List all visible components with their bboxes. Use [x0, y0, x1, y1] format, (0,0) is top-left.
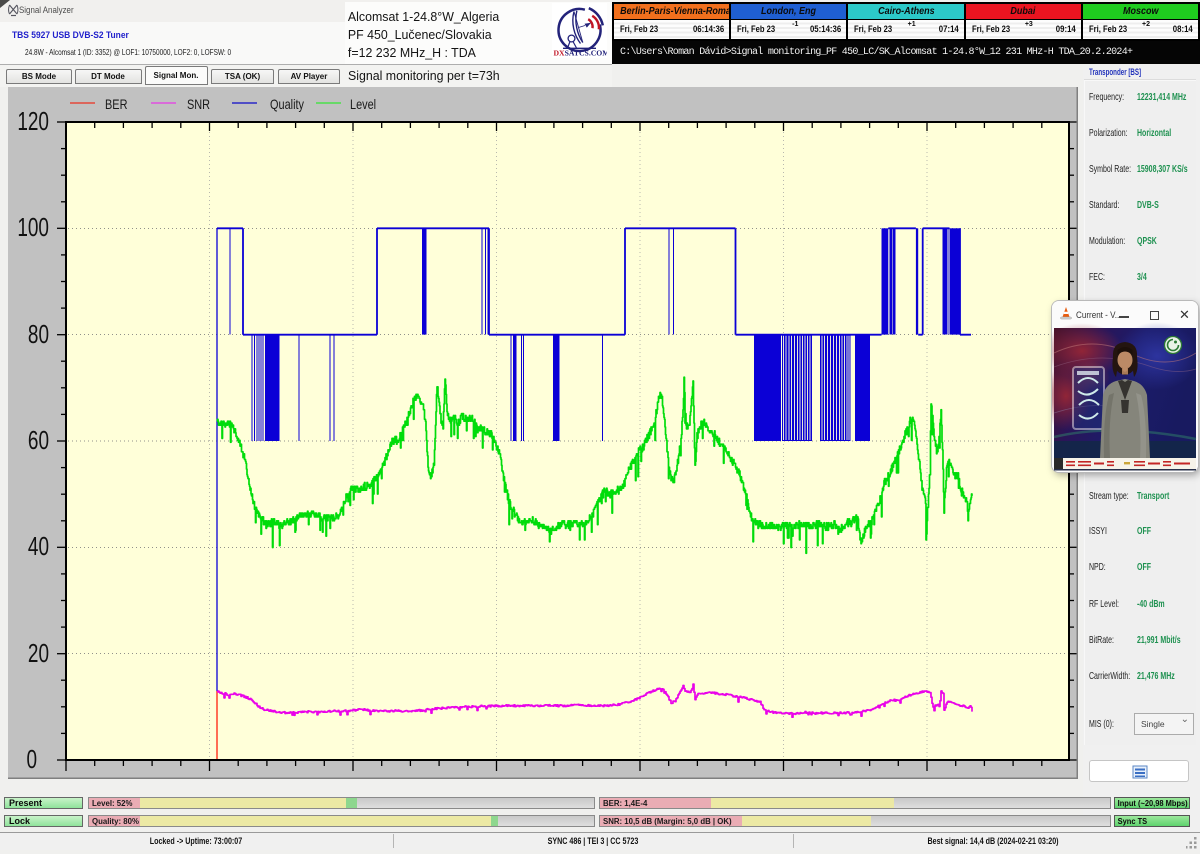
svg-text:DXSATCS.COM: DXSATCS.COM	[554, 49, 608, 58]
